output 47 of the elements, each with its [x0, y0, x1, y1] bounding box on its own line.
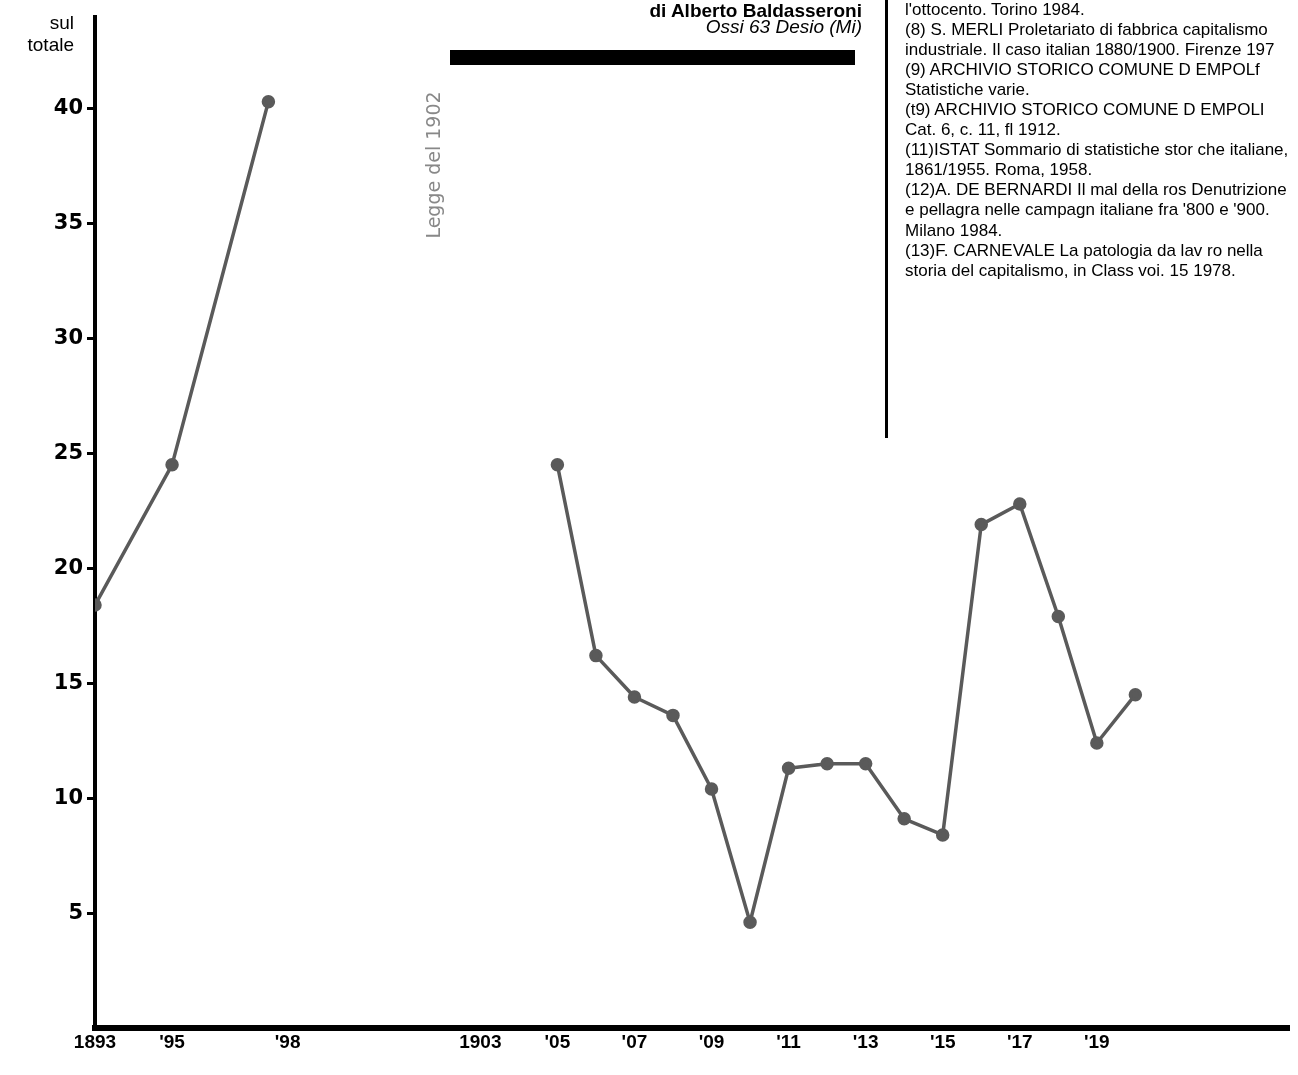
y-tick-label: 40: [53, 95, 83, 119]
annotation: (13)F. CARNEVALE La patologia da lav ro nella storia del capitalismo, in Class voi. 15 1978.: [905, 240, 1264, 281]
x-tick-label: '09: [698, 1030, 725, 1052]
point: [781, 761, 796, 775]
point: [858, 756, 873, 771]
point: [820, 756, 834, 771]
y-tick-label: 10: [53, 784, 83, 809]
point: [1090, 736, 1104, 750]
point: [261, 94, 276, 109]
point: [1051, 609, 1066, 624]
y-axis-title: sul totale: [26, 12, 74, 56]
x-tick-label: '07: [621, 1030, 648, 1052]
point: [974, 517, 988, 532]
point: [165, 458, 179, 472]
y-tick-label: 5: [68, 899, 83, 924]
point: [743, 915, 757, 930]
y-tick-label: 30: [53, 324, 83, 349]
x-tick-label: 1893: [73, 1030, 117, 1052]
x-tick-label: '13: [852, 1030, 879, 1052]
x-tick-label: '19: [1084, 1030, 1110, 1052]
point: [589, 648, 603, 663]
point: [897, 812, 911, 826]
x-tick-label: '98: [274, 1030, 301, 1052]
annotation: Legge del 1902: [422, 91, 444, 239]
annotation: (t9) ARCHIVIO STORICO COMUNE D EMPOLI Cat. 6, c. 11, fl 1912.: [905, 100, 1266, 141]
point: [1013, 497, 1027, 511]
x-tick-label: 1903: [459, 1030, 502, 1052]
x-tick-label: '95: [159, 1030, 186, 1052]
y-tick-label: 35: [53, 209, 83, 234]
x-tick-label: '15: [929, 1030, 956, 1052]
x-tick-label: '05: [544, 1030, 571, 1052]
x-tick-label: '11: [776, 1030, 802, 1052]
annotation: (12)A. DE BERNARDI Il mal della ros Denutrizione e pellagra nelle campagn italiane fra '800 e '900. Milano 1984.: [905, 180, 1288, 241]
point: [704, 782, 719, 796]
x-tick-label: '17: [1006, 1030, 1033, 1052]
y-tick-label: 20: [53, 554, 83, 579]
annotation: (11)ISTAT Sommario di statistiche stor che italiane, 1861/1955. Roma, 1958.: [905, 140, 1290, 181]
annotation: (9) ARCHIVIO STORICO COMUNE D EMPOLf Statistiche varie.: [905, 60, 1261, 101]
point: [1128, 687, 1143, 702]
point: [550, 458, 565, 472]
point: [935, 828, 950, 842]
point: [666, 708, 680, 723]
point: [627, 690, 642, 704]
annotation: l'ottocento. Torino 1984.: [905, 0, 1086, 21]
y-tick-label: 15: [53, 669, 83, 694]
y-tick-label: 25: [53, 439, 83, 464]
annotation: (8) S. MERLI Proletariato di fabbrica capitalismo industriale. Il caso italian 1880/1900. Firenze 197: [905, 20, 1276, 61]
